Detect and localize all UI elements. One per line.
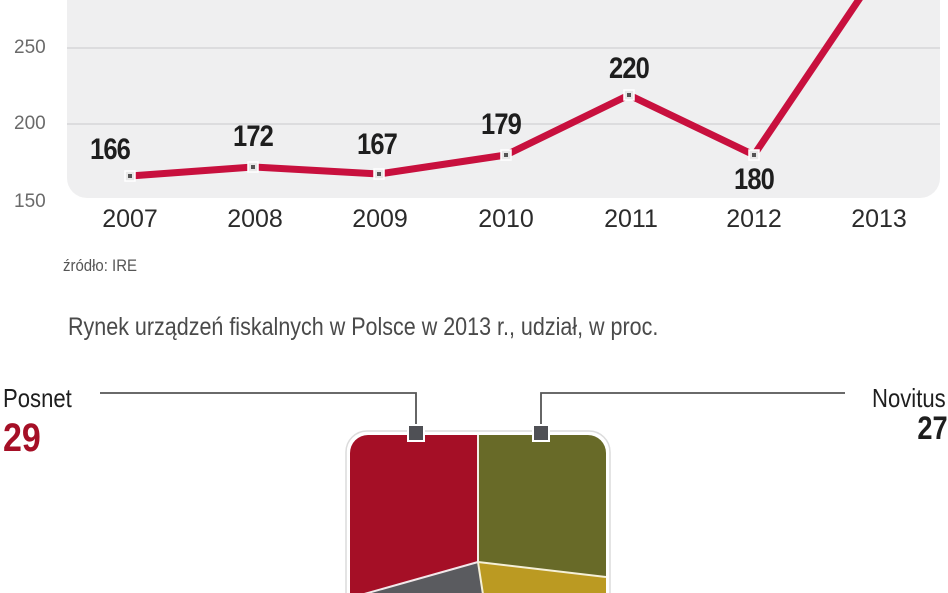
pie-chart bbox=[350, 435, 606, 593]
value-label-2009: 167 bbox=[356, 128, 398, 161]
value-label-2011: 220 bbox=[608, 52, 650, 85]
data-markers bbox=[124, 89, 760, 182]
novitus-value: 27 bbox=[917, 410, 948, 446]
novitus-marker bbox=[532, 424, 550, 442]
y-tick-250: 250 bbox=[14, 37, 46, 58]
pie-chart-title: Rynek urządzeń fiskalnych w Polsce w 201… bbox=[68, 313, 659, 341]
value-label-2008: 172 bbox=[232, 120, 274, 153]
novitus-leader-line bbox=[540, 392, 845, 428]
x-tick-2011: 2011 bbox=[604, 205, 658, 233]
x-tick-2010: 2010 bbox=[478, 205, 534, 233]
x-tick-2008: 2008 bbox=[227, 205, 283, 233]
pie-slice-novitus bbox=[478, 435, 606, 577]
pie-slice-gold bbox=[478, 562, 606, 593]
x-tick-2012: 2012 bbox=[726, 205, 782, 233]
x-tick-2007: 2007 bbox=[102, 205, 158, 233]
y-tick-200: 200 bbox=[14, 113, 46, 134]
posnet-value: 29 bbox=[3, 416, 41, 460]
novitus-label: Novitus bbox=[872, 383, 946, 413]
source-note: źródło: IRE bbox=[63, 256, 138, 275]
value-label-2007: 166 bbox=[89, 133, 131, 166]
y-tick-150: 150 bbox=[14, 191, 46, 212]
x-tick-2009: 2009 bbox=[352, 205, 408, 233]
value-label-2012: 180 bbox=[733, 163, 775, 196]
posnet-leader-line bbox=[100, 392, 417, 428]
posnet-label: Posnet bbox=[3, 383, 72, 413]
x-tick-2013: 2013 bbox=[851, 205, 907, 233]
pie-slice-posnet bbox=[350, 435, 478, 593]
pie-slice-grey bbox=[350, 562, 490, 593]
posnet-marker bbox=[407, 424, 425, 442]
value-label-2010: 179 bbox=[480, 108, 522, 141]
